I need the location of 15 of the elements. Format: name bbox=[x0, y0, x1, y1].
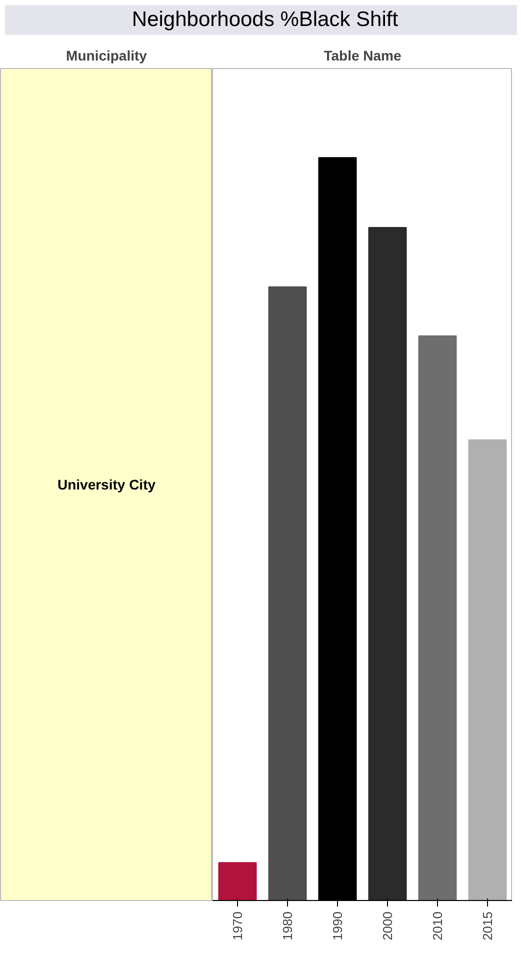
x-tick-label: 1990 bbox=[330, 912, 345, 940]
bar bbox=[418, 335, 457, 900]
bar bbox=[218, 862, 257, 900]
text: Table Name bbox=[324, 48, 402, 64]
x-tick-label: 2000 bbox=[380, 912, 395, 940]
text: Municipality bbox=[66, 48, 148, 64]
bar bbox=[368, 226, 407, 900]
x-tick-label: 1970 bbox=[230, 912, 245, 940]
bar bbox=[268, 286, 307, 900]
bar bbox=[468, 439, 507, 900]
x-tick-label: 1980 bbox=[280, 912, 295, 940]
x-tick-label: 2010 bbox=[430, 912, 445, 940]
chart-title: Neighborhoods %Black Shift bbox=[132, 7, 398, 33]
text: University City bbox=[57, 476, 156, 492]
x-tick-label: 2015 bbox=[480, 912, 495, 940]
